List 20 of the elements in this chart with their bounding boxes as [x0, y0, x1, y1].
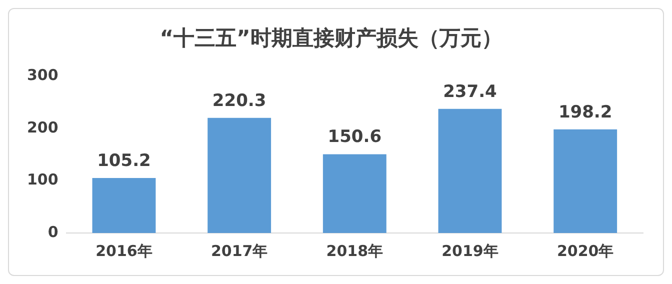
data-label: 220.3 — [212, 90, 266, 111]
data-label: 198.2 — [558, 102, 612, 122]
data-label: 150.6 — [328, 127, 382, 148]
y-tick-label: 300 — [27, 66, 58, 84]
x-tick-label: 2018年 — [326, 242, 384, 260]
bar — [208, 118, 272, 233]
x-tick-label: 2019年 — [442, 242, 498, 260]
y-tick-label: 0 — [48, 222, 58, 241]
chart-title: “十三五”时期直接财产损失（万元） — [160, 26, 502, 50]
bar — [554, 129, 618, 233]
x-tick-label: 2020年 — [556, 242, 614, 260]
x-tick-label: 2017年 — [210, 242, 268, 260]
data-label: 105.2 — [97, 150, 151, 171]
x-tick-label: 2016年 — [96, 242, 152, 260]
bar — [438, 108, 502, 233]
y-tick-label: 100 — [27, 170, 58, 189]
bar — [322, 154, 386, 233]
bar — [92, 178, 156, 233]
y-tick-label: 200 — [27, 118, 58, 136]
data-label: 237.4 — [443, 82, 498, 102]
